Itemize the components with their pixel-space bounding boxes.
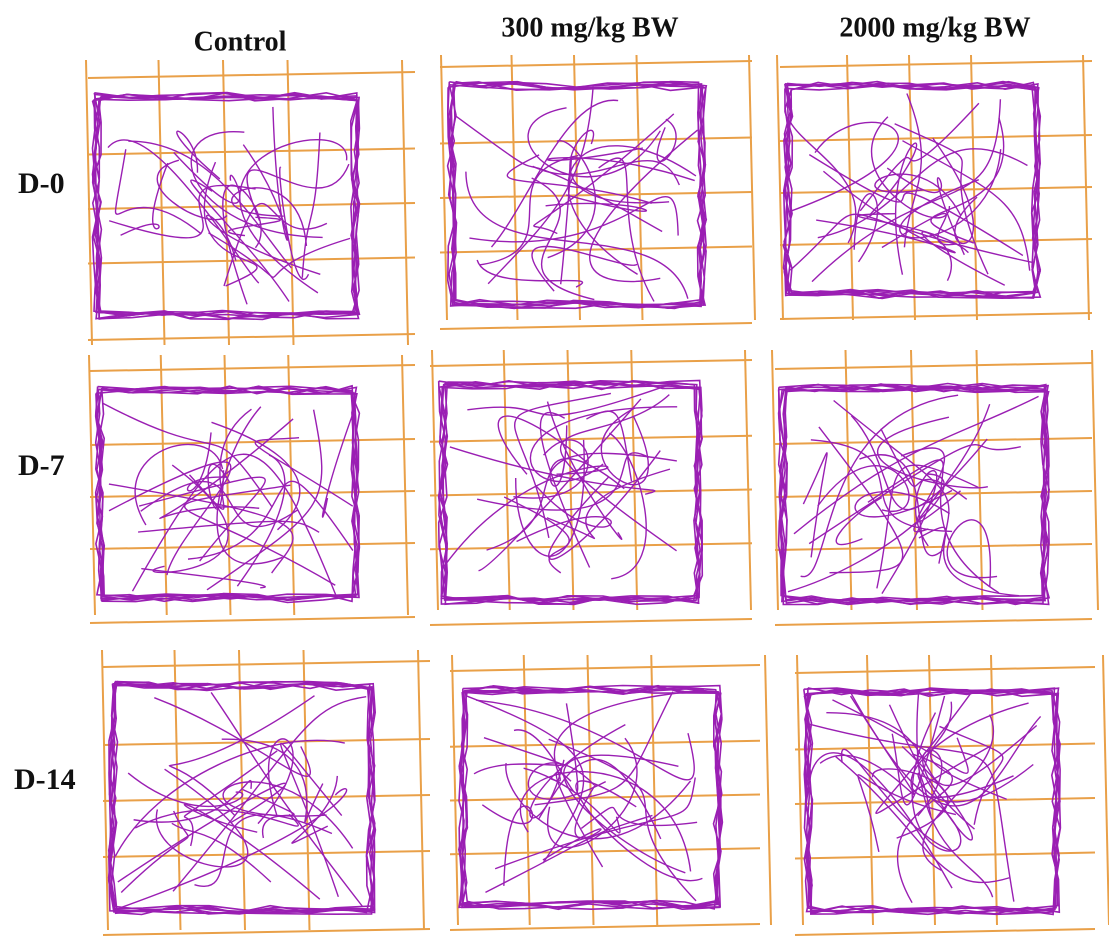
- grid-line: [441, 55, 447, 320]
- track: [811, 440, 952, 532]
- grid-line: [430, 360, 752, 366]
- figure: Control 300 mg/kg BW 2000 mg/kg BW D-0 D…: [0, 0, 1109, 936]
- grid-line: [777, 55, 783, 320]
- grid-line: [418, 650, 424, 930]
- track: [919, 527, 1019, 595]
- grid-line: [450, 665, 760, 671]
- grid-line: [432, 350, 438, 610]
- grid-line: [797, 655, 803, 925]
- grid-line: [88, 72, 415, 78]
- row-label: D-7: [18, 449, 65, 482]
- track: [599, 158, 654, 301]
- track: [476, 700, 694, 780]
- track: [109, 462, 231, 575]
- row-label: D-14: [14, 763, 76, 796]
- grid-line: [90, 543, 415, 549]
- track: [474, 738, 562, 774]
- grid-line: [795, 929, 1095, 935]
- grid-line: [780, 313, 1092, 319]
- grid-line: [847, 55, 853, 320]
- grid-line: [1103, 655, 1109, 925]
- track: [561, 156, 572, 284]
- grid-line: [440, 61, 752, 67]
- track: [878, 417, 988, 488]
- track: [832, 700, 968, 773]
- grid-line: [775, 619, 1092, 625]
- track: [788, 122, 898, 212]
- track: [532, 246, 637, 291]
- grid-line: [795, 744, 1095, 750]
- column-header: 2000 mg/kg BW: [839, 12, 1030, 43]
- grid-line: [795, 853, 1095, 859]
- track: [520, 772, 690, 872]
- grid-line: [745, 350, 751, 610]
- grid-line: [88, 334, 415, 340]
- track: [185, 485, 336, 585]
- row-label: D-0: [18, 167, 65, 200]
- column-header: 300 mg/kg BW: [501, 12, 678, 43]
- grid-line: [452, 655, 458, 925]
- grid-line: [223, 60, 229, 345]
- track: [237, 455, 284, 586]
- grid-line: [780, 239, 1092, 245]
- grid-line: [159, 60, 165, 345]
- grid-line: [90, 617, 415, 623]
- grid-line: [512, 55, 518, 320]
- track: [134, 781, 252, 823]
- grid-line: [795, 667, 1095, 673]
- grid-line: [1092, 350, 1098, 610]
- grid-line: [88, 149, 415, 155]
- grid-line: [440, 323, 752, 329]
- panels: [86, 55, 1109, 935]
- track: [184, 804, 319, 899]
- track: [477, 260, 582, 287]
- track: [208, 233, 350, 277]
- grid-line: [775, 363, 1092, 369]
- grid-line: [780, 61, 1092, 67]
- grid-line: [971, 55, 977, 320]
- grid-line: [430, 436, 752, 442]
- grid-line: [90, 365, 415, 371]
- grid-line: [89, 355, 95, 615]
- grid-line: [430, 490, 752, 496]
- grid-line: [450, 924, 760, 930]
- grid-line: [637, 55, 643, 320]
- track: [547, 469, 670, 538]
- track: [901, 448, 960, 522]
- grid-line: [430, 543, 752, 549]
- track: [142, 569, 265, 588]
- grid-line: [103, 661, 430, 667]
- grid-line: [402, 355, 408, 615]
- grid-line: [86, 60, 92, 345]
- track: [551, 690, 704, 781]
- grid-line: [772, 350, 778, 610]
- grid-line: [102, 650, 108, 930]
- track: [323, 412, 354, 517]
- track: [255, 438, 353, 507]
- grid-line: [450, 795, 760, 801]
- column-header: Control: [194, 26, 287, 57]
- grid-line: [765, 655, 771, 925]
- track: [540, 413, 589, 568]
- grid-line: [450, 848, 760, 854]
- grid-line: [430, 619, 752, 625]
- track: [482, 805, 532, 886]
- track: [581, 807, 697, 828]
- grid-line: [749, 55, 755, 320]
- track: [191, 132, 322, 238]
- grid-line: [909, 55, 915, 320]
- grid-line: [103, 929, 430, 935]
